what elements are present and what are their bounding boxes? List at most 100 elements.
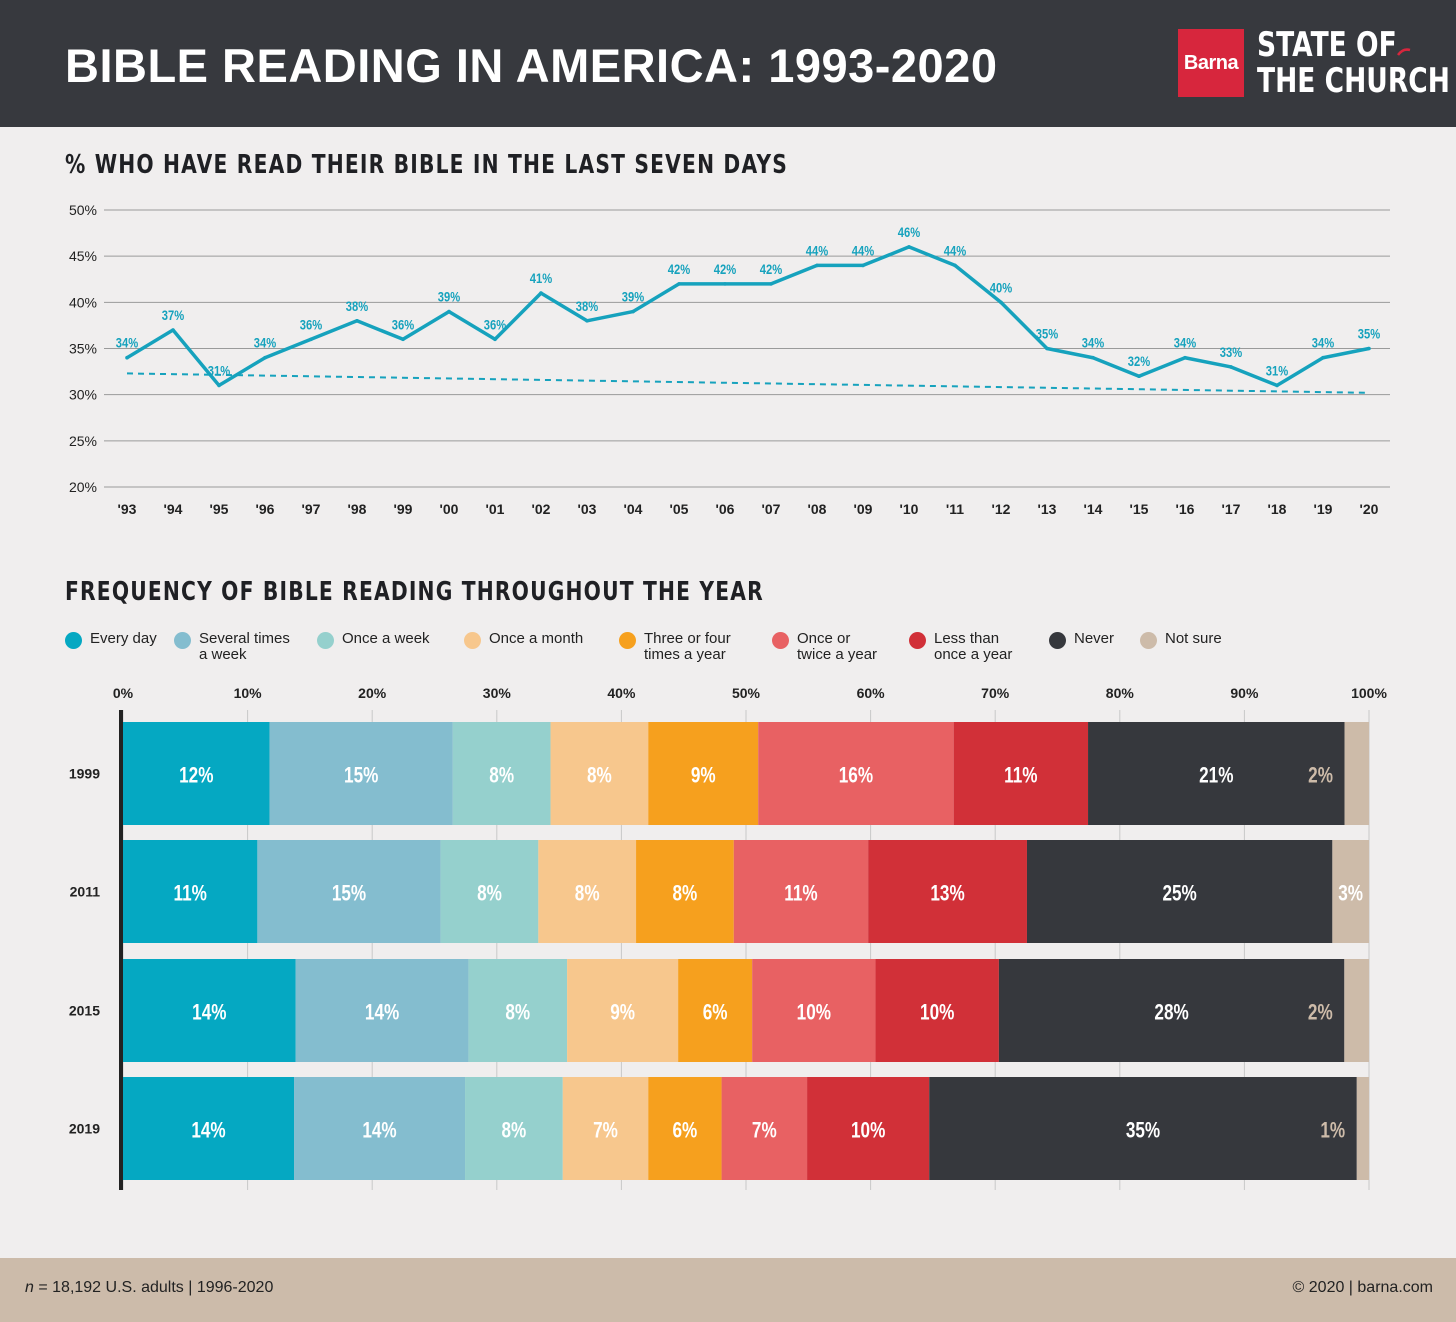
legend-swatch — [772, 632, 789, 649]
data-label: 34% — [254, 336, 276, 351]
y-tick-label: 25% — [69, 433, 97, 449]
legend-item: Never — [1049, 631, 1114, 649]
bar-segment — [257, 840, 441, 943]
bar-segment — [562, 1077, 649, 1180]
x-tick-label: '94 — [164, 501, 183, 517]
segment-label: 21% — [1199, 764, 1234, 789]
x-tick-label: '11 — [946, 501, 964, 517]
bar-segment — [123, 959, 296, 1062]
bar-segment — [123, 722, 270, 825]
bar-segment — [648, 1077, 722, 1180]
row-label: 2015 — [69, 1003, 100, 1019]
bar-segment — [678, 959, 753, 1062]
segment-label: 15% — [332, 882, 367, 907]
x-tick-label: '13 — [1038, 501, 1057, 517]
segment-label: 10% — [797, 1001, 832, 1026]
legend-item: Several times a week — [174, 631, 290, 663]
legend-swatch — [1140, 632, 1157, 649]
data-point — [815, 263, 819, 268]
data-point — [401, 337, 405, 342]
logo-text: STATE OF THE CHURCH — [1257, 27, 1450, 99]
segment-label: 14% — [191, 1119, 226, 1144]
x-tick-label: 10% — [234, 685, 263, 701]
data-point — [1091, 355, 1095, 360]
barna-logo[interactable]: Barna STATE OF THE CHURCH — [1178, 27, 1450, 101]
y-tick-label: 30% — [69, 387, 97, 403]
sample-n: n — [25, 1279, 34, 1296]
segment-label: 35% — [1126, 1119, 1161, 1144]
bar-segment — [721, 1077, 808, 1180]
page-title: BIBLE READING IN AMERICA: 1993-2020 — [65, 39, 998, 92]
x-tick-label: 50% — [732, 685, 761, 701]
x-tick-label: '07 — [762, 501, 781, 517]
legend-item: Once a month — [464, 631, 583, 649]
data-point — [1321, 355, 1325, 360]
segment-label: 13% — [930, 882, 965, 907]
data-label: 38% — [346, 299, 368, 314]
y-tick-label: 45% — [69, 248, 97, 264]
segment-label: 3% — [1338, 882, 1363, 907]
y-tick-label: 50% — [69, 202, 97, 218]
x-tick-label: 70% — [981, 685, 1010, 701]
bar-segment — [733, 840, 869, 943]
x-tick-label: '03 — [578, 501, 597, 517]
data-point — [1137, 374, 1141, 379]
data-point — [631, 309, 635, 314]
segment-label: 8% — [575, 882, 600, 907]
line-chart-title: % WHO HAVE READ THEIR BIBLE IN THE LAST … — [65, 150, 788, 180]
segment-label: 8% — [673, 882, 698, 907]
x-tick-label: '16 — [1176, 501, 1195, 517]
bar-segment — [1332, 840, 1369, 943]
segment-label: 8% — [477, 882, 502, 907]
segment-label: 28% — [1154, 1001, 1189, 1026]
bar-segment — [648, 722, 759, 825]
bar-segment — [538, 840, 637, 943]
bar-segment — [929, 1077, 1357, 1180]
data-point — [539, 291, 543, 295]
legend-label: Once or twice a year — [797, 630, 878, 663]
legend-label: Several times a week — [199, 630, 290, 663]
x-tick-label: '09 — [854, 501, 873, 517]
segment-label: 8% — [502, 1119, 527, 1144]
segment-label: 6% — [673, 1119, 698, 1144]
segment-label: 6% — [703, 1001, 728, 1026]
bar-segment — [998, 959, 1345, 1062]
data-point — [447, 309, 451, 314]
bar-segment — [550, 722, 649, 825]
x-tick-label: 80% — [1106, 685, 1135, 701]
data-label: 36% — [392, 317, 414, 332]
data-label: 41% — [530, 271, 552, 286]
bar-segment — [1026, 840, 1333, 943]
x-tick-label: '93 — [118, 501, 137, 517]
x-tick-label: '10 — [900, 501, 919, 517]
x-tick-label: 20% — [358, 685, 387, 701]
data-point — [677, 282, 681, 286]
trend-line — [126, 372, 1370, 394]
segment-label: 25% — [1162, 882, 1197, 907]
segment-label: 12% — [179, 764, 214, 789]
legend-label: Less than once a year — [934, 630, 1013, 663]
segment-label: 14% — [192, 1001, 227, 1026]
segment-label: 2% — [1308, 764, 1333, 789]
data-point — [1275, 383, 1279, 388]
x-tick-label: '17 — [1222, 501, 1241, 517]
legend-swatch — [909, 632, 926, 649]
data-label: 32% — [1128, 354, 1150, 369]
bar-segment — [567, 959, 679, 1062]
bar-chart-legend: Every day Several times a week Once a week… — [0, 631, 1456, 671]
x-tick-label: 60% — [857, 685, 886, 701]
legend-item: Three or four times a year — [619, 631, 731, 663]
bar-segment — [123, 1077, 295, 1180]
bar-segment — [1088, 722, 1345, 825]
x-tick-label: '08 — [808, 501, 827, 517]
data-label: 34% — [116, 336, 138, 351]
legend-label: Once a month — [489, 630, 584, 647]
bar-chart-title: FREQUENCY OF BIBLE READING THROUGHOUT TH… — [65, 577, 764, 607]
segment-label: 8% — [587, 764, 612, 789]
data-label: 46% — [898, 225, 920, 240]
bar-segment — [868, 840, 1027, 943]
x-tick-label: '95 — [210, 501, 229, 517]
segment-label: 11% — [784, 882, 818, 907]
copyright: © 2020 | barna.com — [1292, 1279, 1433, 1296]
data-label: 36% — [484, 317, 506, 332]
